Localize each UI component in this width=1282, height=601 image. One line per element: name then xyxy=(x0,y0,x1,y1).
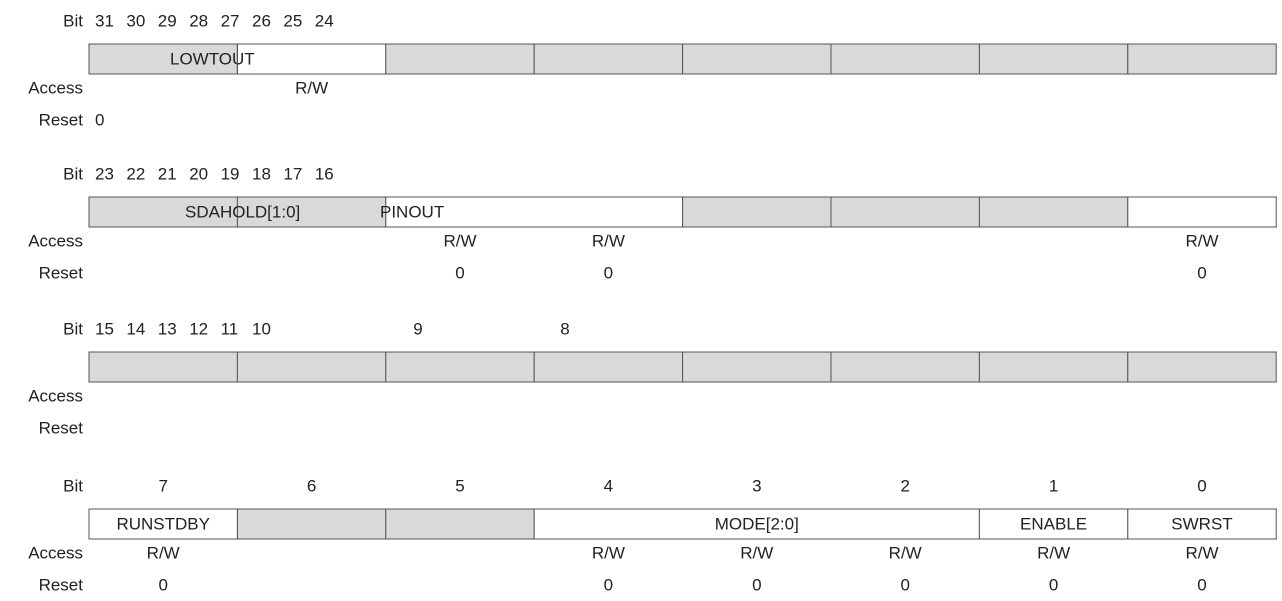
bit-label: Bit xyxy=(63,319,83,338)
bit-number: 27 xyxy=(221,11,240,30)
reset-label: Reset xyxy=(39,110,84,129)
reset-value: 0 xyxy=(95,110,104,129)
bit-number: 31 xyxy=(95,11,114,30)
reserved-cell xyxy=(978,43,1129,75)
bit-number: 29 xyxy=(158,11,177,30)
access-value: R/W xyxy=(443,231,476,250)
bit-number: 5 xyxy=(455,476,464,495)
access-value: R/W xyxy=(592,231,625,250)
bit-number: 24 xyxy=(315,11,334,30)
bit-number: 25 xyxy=(283,11,302,30)
field-name: SDAHOLD[1:0] xyxy=(185,202,300,221)
reserved-cell xyxy=(830,351,980,383)
bit-number: 22 xyxy=(126,164,145,183)
bit-number: 11 xyxy=(221,319,239,338)
field-name: PINOUT xyxy=(380,202,444,221)
access-value: R/W xyxy=(1037,543,1070,562)
access-value: R/W xyxy=(1185,543,1218,562)
reserved-cell xyxy=(830,196,980,228)
bit-number: 8 xyxy=(560,319,569,338)
reserved-cell xyxy=(88,196,238,228)
bit-number: 21 xyxy=(158,164,177,183)
reserved-cell xyxy=(88,43,238,75)
field-name: RUNSTDBY xyxy=(116,514,210,533)
reset-value: 0 xyxy=(158,575,167,594)
access-value: R/W xyxy=(295,78,328,97)
reset-value: 0 xyxy=(1049,575,1058,594)
reserved-cell xyxy=(830,43,980,75)
bit-number: 14 xyxy=(126,319,145,338)
field-name: ENABLE xyxy=(1020,514,1087,533)
access-value: R/W xyxy=(1185,231,1218,250)
reserved-cell xyxy=(978,196,1129,228)
bit-number: 10 xyxy=(252,319,271,338)
reserved-cell xyxy=(978,351,1129,383)
reset-value: 0 xyxy=(455,263,464,282)
reserved-cell xyxy=(682,351,832,383)
reset-value: 0 xyxy=(1197,575,1206,594)
bit-number: 6 xyxy=(307,476,316,495)
bit-number: 1 xyxy=(1049,476,1058,495)
field-cell xyxy=(1127,508,1277,540)
reserved-cell xyxy=(533,43,684,75)
reserved-cell xyxy=(385,508,535,540)
bit-number: 0 xyxy=(1197,476,1206,495)
bit-number: 18 xyxy=(252,164,271,183)
field-name: SWRST xyxy=(1171,514,1232,533)
field-name: LOWTOUT xyxy=(170,49,255,68)
field-cell xyxy=(533,508,980,540)
reset-label: Reset xyxy=(39,263,84,282)
reserved-cell xyxy=(236,196,387,228)
reserved-cell xyxy=(533,351,684,383)
reset-value: 0 xyxy=(752,575,761,594)
access-value: R/W xyxy=(889,543,922,562)
access-value: R/W xyxy=(592,543,625,562)
bit-number: 15 xyxy=(95,319,114,338)
reset-value: 0 xyxy=(1197,263,1206,282)
bit-number: 12 xyxy=(189,319,208,338)
reset-label: Reset xyxy=(39,575,84,594)
access-label: Access xyxy=(28,78,83,97)
bit-number: 16 xyxy=(315,164,334,183)
reset-label: Reset xyxy=(39,418,84,437)
reserved-cell xyxy=(236,508,387,540)
bit-number: 17 xyxy=(283,164,302,183)
access-value: R/W xyxy=(147,543,180,562)
reset-value: 0 xyxy=(604,263,613,282)
bit-number: 4 xyxy=(604,476,613,495)
access-label: Access xyxy=(28,231,83,250)
reserved-cell xyxy=(682,43,832,75)
bit-number: 13 xyxy=(158,319,177,338)
reserved-cell xyxy=(1127,351,1277,383)
bit-number: 28 xyxy=(189,11,208,30)
reserved-cell xyxy=(236,351,387,383)
bit-number: 23 xyxy=(95,164,114,183)
bit-number: 3 xyxy=(752,476,761,495)
bit-label: Bit xyxy=(63,476,83,495)
bit-label: Bit xyxy=(63,11,83,30)
access-value: R/W xyxy=(740,543,773,562)
reserved-cell xyxy=(385,43,535,75)
bit-number: 7 xyxy=(158,476,167,495)
bit-number: 9 xyxy=(413,319,422,338)
reserved-cell xyxy=(385,351,535,383)
bit-number: 2 xyxy=(900,476,909,495)
field-cell xyxy=(236,43,387,75)
bit-number: 26 xyxy=(252,11,271,30)
field-cell xyxy=(1127,196,1277,228)
reserved-cell xyxy=(1127,43,1277,75)
bit-label: Bit xyxy=(63,164,83,183)
access-label: Access xyxy=(28,386,83,405)
reserved-cell xyxy=(682,196,832,228)
bit-number: 30 xyxy=(126,11,145,30)
access-label: Access xyxy=(28,543,83,562)
bit-number: 19 xyxy=(221,164,240,183)
reset-value: 0 xyxy=(604,575,613,594)
field-name: MODE[2:0] xyxy=(715,514,799,533)
reserved-cell xyxy=(88,351,238,383)
bit-number: 20 xyxy=(189,164,208,183)
reset-value: 0 xyxy=(900,575,909,594)
